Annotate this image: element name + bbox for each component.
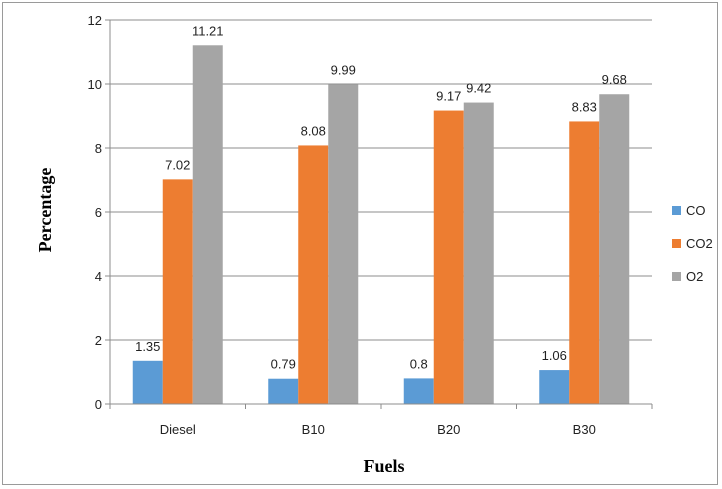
- data-label: 1.35: [135, 339, 160, 354]
- bar-co2: [569, 121, 600, 404]
- y-tick-label: 2: [95, 333, 102, 348]
- bar-co2: [298, 145, 329, 404]
- legend-label: O2: [686, 269, 703, 284]
- bar-co: [132, 360, 163, 404]
- legend-label: CO2: [686, 236, 713, 251]
- y-tick-label: 12: [88, 13, 102, 28]
- legend-swatch-co2: [672, 239, 681, 248]
- data-label: 0.8: [410, 356, 428, 371]
- data-label: 8.83: [572, 99, 597, 114]
- x-tick-label: B20: [437, 422, 460, 437]
- data-label: 9.99: [331, 62, 356, 77]
- data-label: 9.17: [436, 89, 461, 104]
- bar-co2: [433, 110, 464, 404]
- bars: [132, 45, 630, 405]
- bar-co: [268, 378, 299, 404]
- bar-o2: [599, 94, 630, 405]
- y-tick-label: 4: [95, 269, 102, 284]
- bar-o2: [463, 102, 494, 404]
- bar-o2: [192, 45, 223, 404]
- bar-co: [403, 378, 434, 404]
- legend-swatch-o2: [672, 272, 681, 281]
- data-label: 1.06: [542, 348, 567, 363]
- data-label: 7.02: [165, 157, 190, 172]
- x-tick-label: B10: [302, 422, 325, 437]
- x-tick-label: B30: [573, 422, 596, 437]
- legend-swatch-co: [672, 206, 681, 215]
- y-axis-title: Percentage: [35, 168, 55, 253]
- data-label: 9.42: [466, 81, 491, 96]
- data-label: 8.08: [301, 123, 326, 138]
- y-tick-label: 0: [95, 397, 102, 412]
- data-labels: 1.35 7.02 11.21 0.79 8.08 9.99 0.8 9.17 9.42 1.06…: [135, 23, 627, 371]
- bar-o2: [328, 84, 359, 404]
- bar-co: [539, 370, 570, 404]
- legend: CO CO2 O2: [672, 203, 713, 284]
- data-label: 9.68: [602, 72, 627, 87]
- x-tick-label: Diesel: [160, 422, 196, 437]
- axes: 0 2 4 6 8 10 12 Diesel B10 B20 B30: [88, 13, 653, 437]
- y-tick-label: 8: [95, 141, 102, 156]
- data-label: 11.21: [192, 23, 224, 38]
- data-label: 0.79: [271, 357, 296, 372]
- x-axis-title: Fuels: [363, 456, 404, 476]
- legend-label: CO: [686, 203, 706, 218]
- bar-co2: [162, 179, 193, 404]
- y-tick-label: 10: [88, 77, 102, 92]
- y-tick-label: 6: [95, 205, 102, 220]
